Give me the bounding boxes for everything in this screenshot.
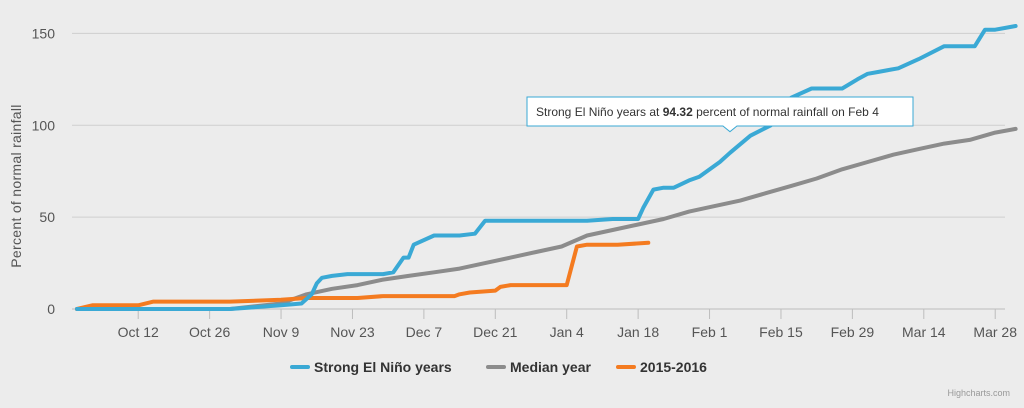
credit-text[interactable]: Highcharts.com	[947, 388, 1010, 398]
x-tick-label: Nov 23	[330, 324, 375, 340]
tooltip: Strong El Niño years at 94.32 percent of…	[526, 96, 914, 133]
x-tick-label: Feb 15	[759, 324, 803, 340]
tooltip-value: 94.32	[663, 105, 693, 119]
y-tick-label: 0	[47, 301, 55, 317]
tooltip-box	[526, 96, 914, 133]
legend[interactable]: Strong El Niño years Median year 2015-2016	[290, 359, 707, 375]
tooltip-text: Strong El Niño years at 94.32 percent of…	[536, 105, 879, 119]
series-line-1[interactable]	[75, 126, 1018, 311]
x-tick-label: Dec 21	[473, 324, 518, 340]
x-tick-label: Feb 1	[692, 324, 728, 340]
y-tick-label: 50	[39, 209, 55, 225]
series-line-0[interactable]	[75, 24, 1018, 311]
series-line-2[interactable]	[75, 240, 651, 311]
legend-item-0[interactable]: Strong El Niño years	[290, 359, 452, 375]
x-tick-label: Jan 18	[617, 324, 659, 340]
x-tick-label: Mar 14	[902, 324, 946, 340]
legend-item-2[interactable]: 2015-2016	[616, 359, 707, 375]
x-tick-label: Oct 26	[189, 324, 230, 340]
tooltip-prefix: Strong El Niño years at	[536, 105, 663, 119]
x-tick-label: Dec 7	[406, 324, 443, 340]
x-tick-label: Feb 29	[831, 324, 875, 340]
y-axis-ticks: 0 50 100 150	[32, 25, 56, 317]
y-tick-label: 150	[32, 25, 56, 41]
x-tick-label: Jan 4	[550, 324, 584, 340]
legend-label: 2015-2016	[640, 359, 707, 375]
legend-label: Median year	[510, 359, 591, 375]
x-tick-label: Nov 9	[263, 324, 300, 340]
legend-item-1[interactable]: Median year	[486, 359, 591, 375]
tooltip-suffix: percent of normal rainfall on Feb 4	[693, 105, 879, 119]
series-lines	[75, 24, 1018, 311]
x-tick-label: Mar 28	[973, 324, 1017, 340]
y-axis-title: Percent of normal rainfall	[8, 104, 24, 267]
x-tick-label: Oct 12	[118, 324, 159, 340]
y-tick-label: 100	[32, 117, 56, 133]
x-axis-ticks: Oct 12 Oct 26 Nov 9 Nov 23 Dec 7 Dec 21 Jan 4 J…	[118, 309, 1017, 340]
legend-label: Strong El Niño years	[314, 359, 452, 375]
